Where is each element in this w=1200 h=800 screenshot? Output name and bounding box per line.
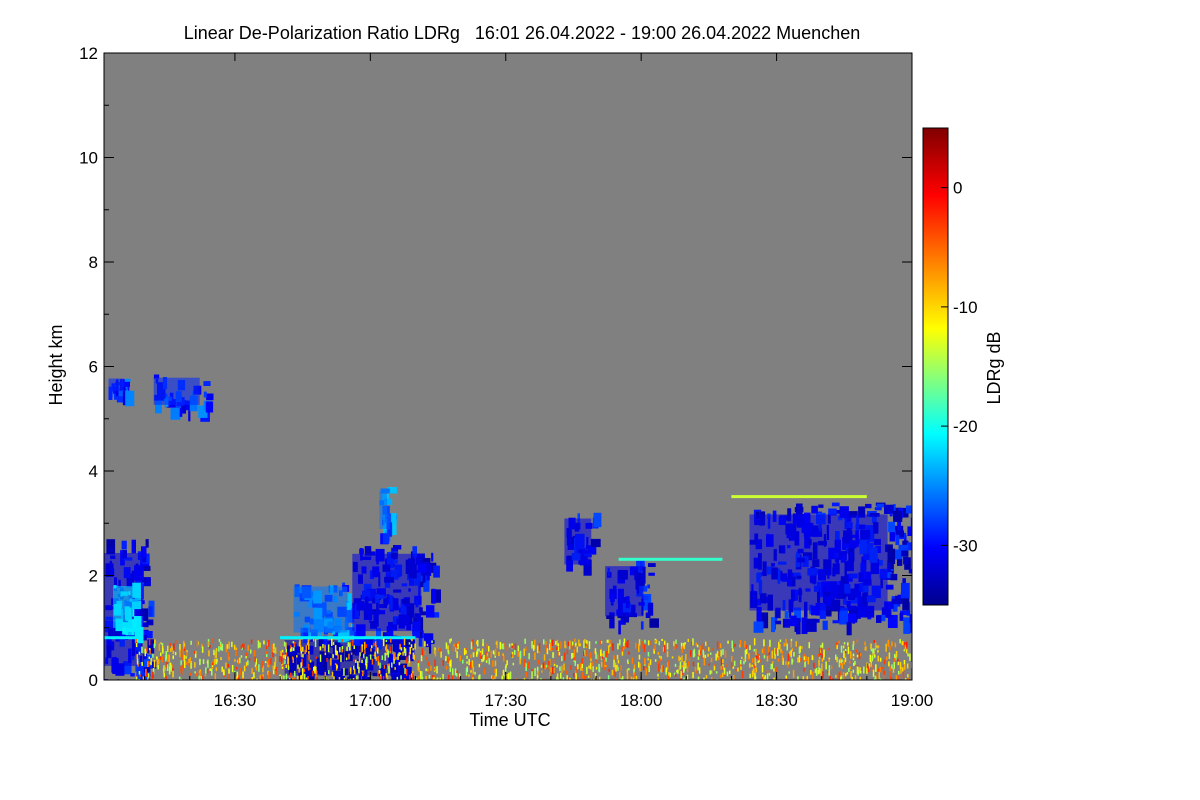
y-axis-label: Height km <box>46 324 66 405</box>
cloud-feature-3 <box>113 582 144 644</box>
x-tick-label: 19:00 <box>891 691 934 710</box>
cloud-feature-5 <box>293 582 364 646</box>
x-tick-label: 18:00 <box>620 691 663 710</box>
y-tick-label: 4 <box>89 462 98 481</box>
chart-title: Linear De-Polarization Ratio LDRg 16:01 … <box>184 23 860 43</box>
cloud-feature-1 <box>153 374 214 422</box>
feature-layer <box>104 374 912 680</box>
cloud-feature-9 <box>605 560 659 635</box>
colorbar-tick-label: -10 <box>953 298 978 317</box>
y-axis: 0 2 4 6 8 10 12 <box>79 44 912 690</box>
cloud-feature-7 <box>379 487 397 545</box>
x-tick-label: 18:30 <box>755 691 798 710</box>
cloud-feature-8 <box>564 512 602 576</box>
y-tick-label: 8 <box>89 253 98 272</box>
layer-line-14 <box>731 495 867 499</box>
layer-line-11 <box>280 636 416 640</box>
layer-line-12 <box>104 636 136 640</box>
y-tick-label: 0 <box>89 671 98 690</box>
y-tick-label: 2 <box>89 567 98 586</box>
cloud-feature-6 <box>352 545 441 654</box>
boundary-layer-speckle <box>135 638 912 680</box>
layer-line-13 <box>618 557 723 561</box>
colorbar <box>922 127 949 606</box>
x-axis: 16:30 17:00 17:30 18:00 18:30 19:00 <box>144 53 934 710</box>
y-tick-label: 12 <box>79 44 98 63</box>
x-axis-label: Time UTC <box>469 710 550 730</box>
colorbar-label: LDRg dB <box>984 331 1004 404</box>
colorbar-axis: 0 -10 -20 -30 <box>941 179 978 555</box>
colorbar-tick-label: 0 <box>953 179 962 198</box>
cloud-feature-10 <box>749 502 912 636</box>
x-tick-label: 17:30 <box>484 691 527 710</box>
colorbar-tick-label: -30 <box>953 536 978 555</box>
cloud-feature-0 <box>108 378 135 407</box>
x-tick-label: 17:00 <box>349 691 392 710</box>
y-tick-label: 10 <box>79 149 98 168</box>
y-tick-label: 6 <box>89 358 98 377</box>
x-tick-label: 16:30 <box>214 691 257 710</box>
colorbar-tick-label: -20 <box>953 417 978 436</box>
